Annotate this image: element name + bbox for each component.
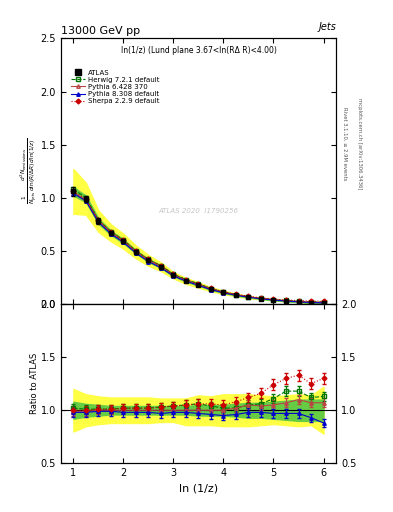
Text: mcplots.cern.ch [arXiv:1306.3436]: mcplots.cern.ch [arXiv:1306.3436] — [357, 98, 362, 189]
Text: Rivet 3.1.10, ≥ 2.9M events: Rivet 3.1.10, ≥ 2.9M events — [343, 106, 348, 180]
Y-axis label: Ratio to ATLAS: Ratio to ATLAS — [30, 353, 39, 414]
Text: ln(1/z) (Lund plane 3.67<ln(RΔ R)<4.00): ln(1/z) (Lund plane 3.67<ln(RΔ R)<4.00) — [121, 47, 276, 55]
X-axis label: ln (1/z): ln (1/z) — [179, 484, 218, 494]
Y-axis label: $\frac{1}{N_\mathrm{jets}}\frac{d^2 N_\mathrm{emissions}}{d\ln(R/\Delta R)\,d\ln: $\frac{1}{N_\mathrm{jets}}\frac{d^2 N_\m… — [18, 138, 39, 204]
Text: 13000 GeV pp: 13000 GeV pp — [61, 26, 140, 36]
Text: Jets: Jets — [318, 22, 336, 32]
Legend: ATLAS, Herwig 7.2.1 default, Pythia 6.428 370, Pythia 8.308 default, Sherpa 2.2.: ATLAS, Herwig 7.2.1 default, Pythia 6.42… — [70, 69, 161, 105]
Text: ATLAS 2020  I1790256: ATLAS 2020 I1790256 — [158, 208, 239, 214]
